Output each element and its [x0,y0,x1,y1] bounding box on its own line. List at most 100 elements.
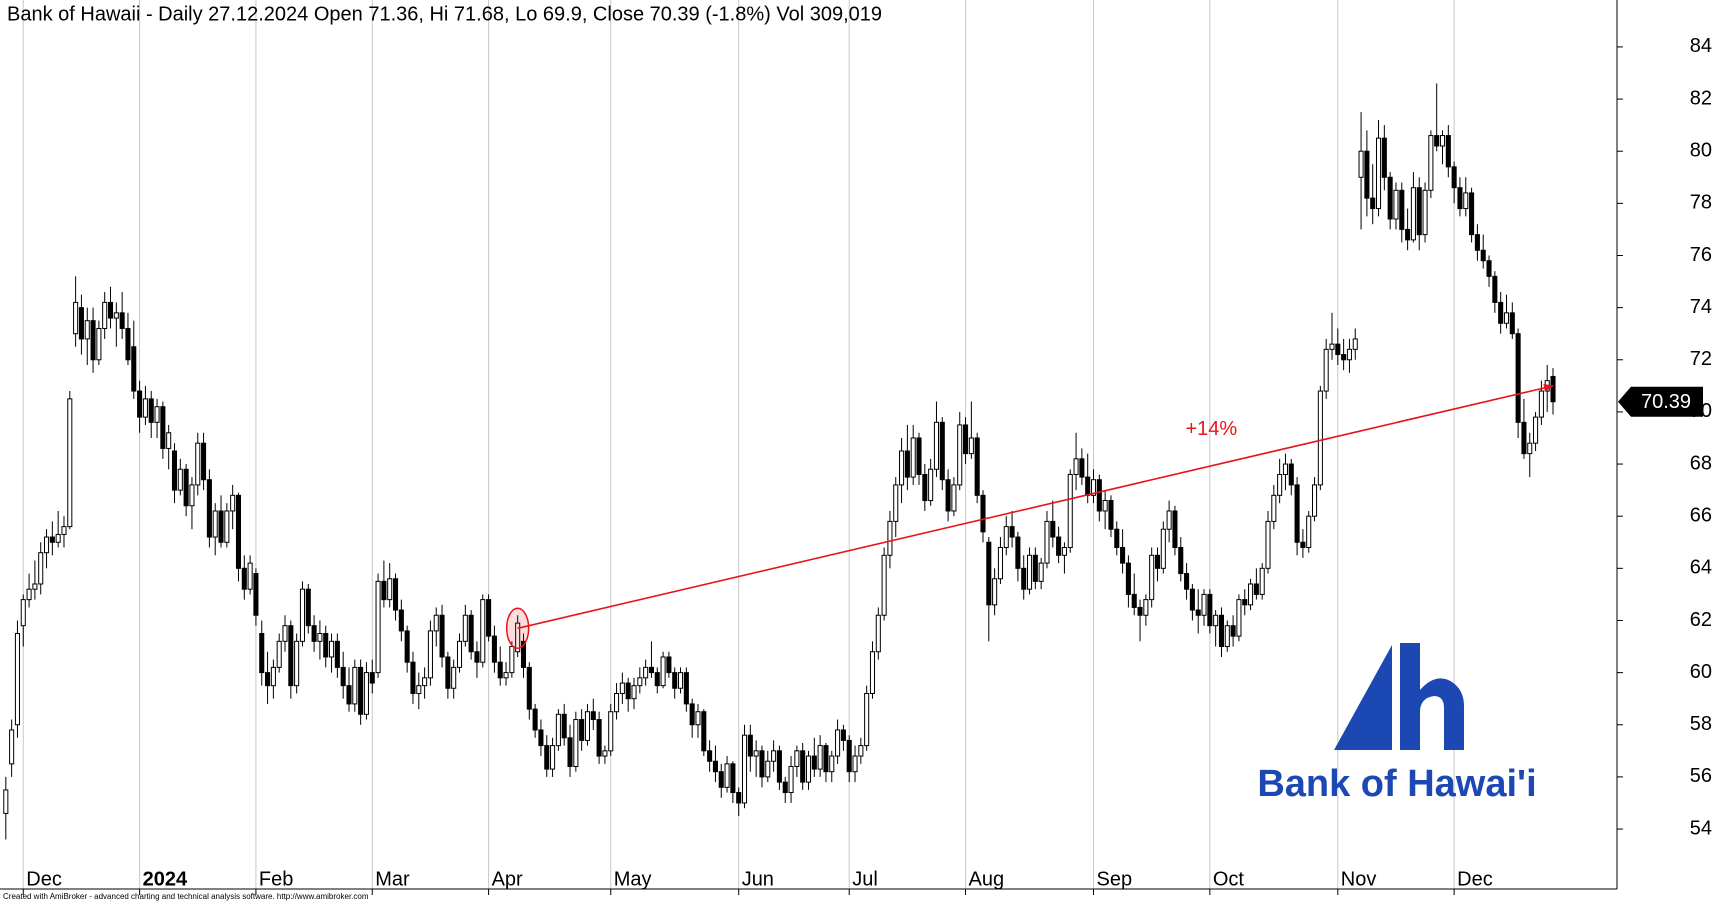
y-tick-label: 74 [1690,296,1712,318]
candle-body [835,729,841,757]
candle-body [584,711,591,741]
candle-body [1259,567,1265,595]
candle-body [142,398,148,418]
footer: Created with AmiBroker - advanced charti… [3,892,369,901]
y-tick-label: 72 [1690,348,1712,370]
candle-body [404,630,410,663]
candle-body [712,760,718,773]
candle-body [1236,599,1242,637]
candle-body [829,755,835,773]
candle-body [1248,583,1254,606]
candle-body [1213,614,1219,627]
candle-body [672,672,678,689]
candle-body [1434,135,1440,147]
candle-body [660,656,666,687]
candle-body [724,763,730,788]
candle-body [346,685,352,705]
candle-body [747,734,753,757]
candle-body [1428,135,1434,191]
x-tick-label: Jun [742,868,774,890]
candle-body [183,468,189,507]
candle-body [1312,484,1318,517]
candle-body [922,473,928,502]
x-tick-label: Dec [1457,868,1493,890]
candle-body [1137,606,1143,616]
trend-label: +14% [1185,418,1237,440]
candle-body [212,510,218,538]
candle-body [648,666,654,674]
candle-body [323,633,329,658]
candle-body [596,719,602,757]
candle-body [980,494,986,533]
candle-body [1195,609,1201,616]
candle-body [1230,625,1236,637]
candle-body [916,437,922,475]
candle-body [166,432,172,449]
candle-body [736,792,742,804]
candle-body [1050,520,1056,538]
logo: Bank of Hawai'i [1257,643,1537,805]
candle-body [1218,614,1225,648]
candle-body [486,599,492,637]
candle-body [858,745,864,757]
candle-body [1364,150,1370,199]
candle-body [1503,312,1510,324]
candle-body [84,320,90,340]
candle-body [1102,500,1108,512]
candle-body [899,450,905,486]
candle-body [1492,275,1498,303]
candle-body [1445,135,1451,168]
candle-body [1073,458,1079,475]
x-tick-label: May [614,868,652,890]
candle-body [456,640,463,668]
candle-body [904,450,910,478]
candle-body [1294,484,1300,543]
candle-body [1527,442,1533,455]
candle-body [678,672,684,689]
candle-body [67,398,73,528]
candle-body [270,666,276,687]
candle-body [73,301,79,335]
candle-body [805,755,812,783]
candle-body [78,307,84,340]
candle-body [1021,567,1027,590]
candle-body [358,666,364,715]
candle-body [1253,583,1259,595]
candle-body [718,771,724,788]
candle-body [823,745,829,773]
candle-body [974,437,980,496]
plot: +14% [3,83,1556,840]
candle-body [387,578,393,601]
candle-body [992,578,998,606]
candle-body [113,312,119,319]
candle-body [451,666,457,689]
candle-body [794,750,800,767]
candle-body [241,567,247,590]
candle-body [311,625,317,642]
logo-text: Bank of Hawai'i [1257,763,1536,805]
y-tick-label: 80 [1690,139,1712,161]
candle-body [299,588,305,642]
candle-body [160,406,166,449]
candle-body [137,390,143,418]
candle-body [771,750,777,762]
candle-body [602,750,608,757]
price-tag-label: 70.39 [1641,391,1691,413]
candle-body [1131,593,1137,608]
candle-body [887,520,893,556]
y-tick-label: 54 [1690,817,1712,839]
candle-body [38,552,44,585]
candle-body [26,588,32,601]
candle-body [398,609,404,632]
candle-body [1533,416,1539,444]
candle-body [1044,520,1050,564]
candle-body [840,729,846,741]
y-tick-label: 68 [1690,452,1712,474]
candle-body [1026,554,1033,590]
y-tick-label: 60 [1690,661,1712,683]
candle-body [107,301,114,319]
y-tick-label: 82 [1690,87,1712,109]
candle-body [1149,554,1155,601]
candle-body [1079,458,1085,478]
candle-body [177,468,183,491]
